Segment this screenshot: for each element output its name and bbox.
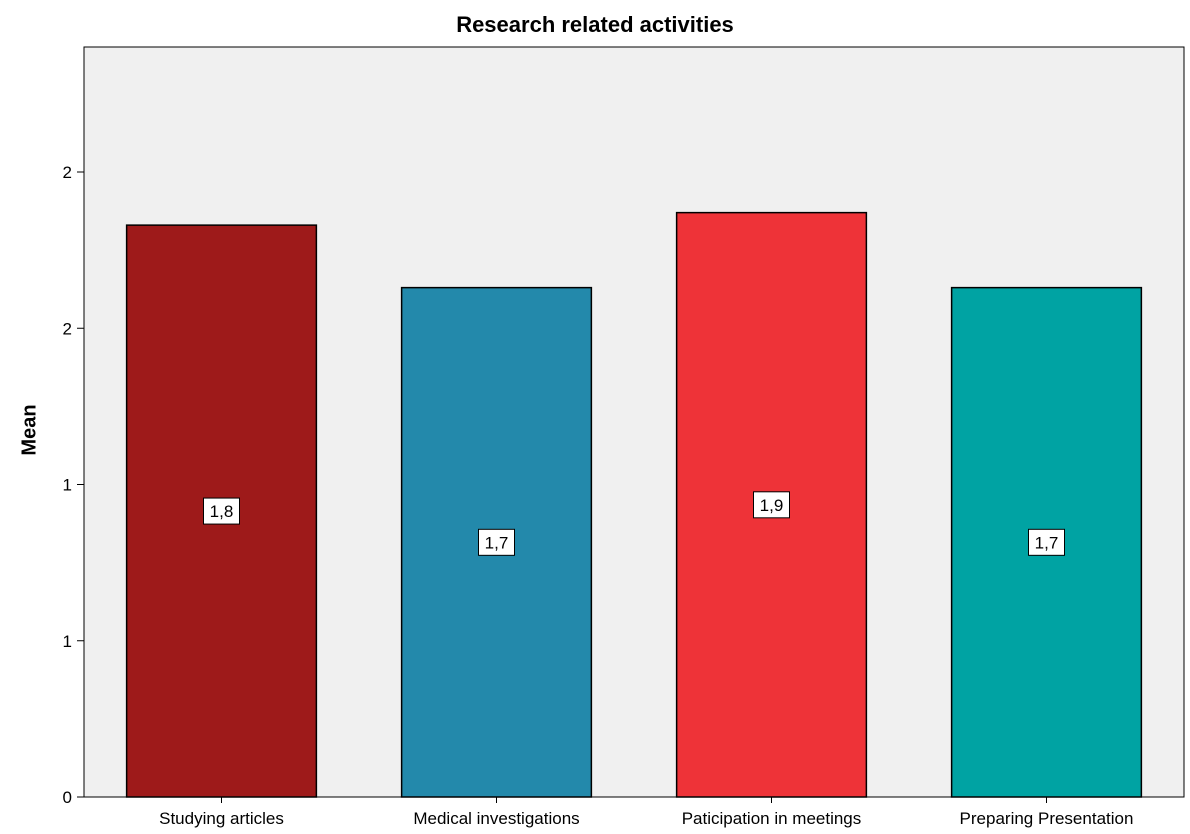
data-label: 1,7 [1035, 533, 1059, 552]
y-tick-label: 0 [63, 788, 72, 807]
x-tick-label: Studying articles [159, 809, 284, 828]
data-label: 1,9 [760, 496, 784, 515]
chart-title: Research related activities [456, 12, 734, 37]
data-label-box [1028, 528, 1065, 556]
y-tick-label: 2 [63, 163, 72, 182]
y-tick-label: 1 [63, 476, 72, 495]
data-label-box [753, 491, 790, 519]
x-tick-label: Paticipation in meetings [682, 809, 862, 828]
data-label-box [478, 528, 515, 556]
y-tick-label: 2 [63, 319, 72, 338]
data-label: 1,7 [485, 533, 509, 552]
data-label: 1,8 [210, 502, 234, 521]
y-tick-label: 1 [63, 632, 72, 651]
x-tick-label: Preparing Presentation [960, 809, 1134, 828]
data-label-box [203, 497, 240, 525]
x-tick-label: Medical investigations [413, 809, 579, 828]
